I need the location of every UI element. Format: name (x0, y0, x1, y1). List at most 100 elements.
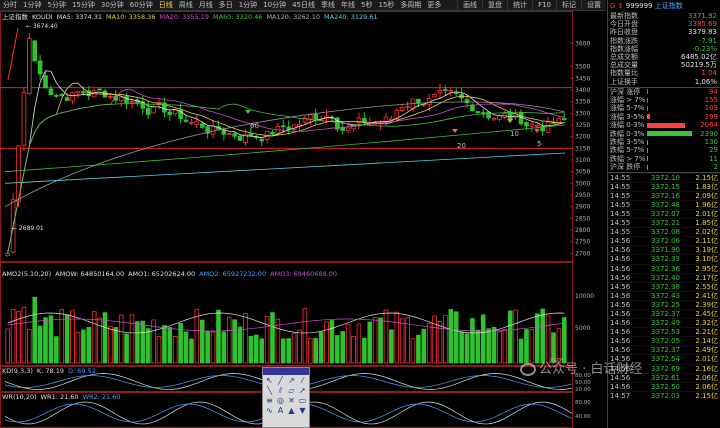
candle-body[interactable] (140, 101, 146, 109)
period-tab[interactable]: 45日线 (292, 1, 316, 9)
candle-body[interactable] (118, 96, 124, 102)
candle-body[interactable] (48, 88, 54, 96)
period-tab[interactable]: 周线 (178, 1, 193, 9)
candle-body[interactable] (259, 138, 264, 142)
candle-body[interactable] (302, 117, 308, 123)
candle-body[interactable] (226, 133, 232, 136)
toolbar-button[interactable]: 统计 (507, 0, 532, 10)
period-tab[interactable]: 更多 (427, 1, 442, 9)
candle-body[interactable] (518, 112, 524, 125)
period-tab[interactable]: 多周期 (400, 1, 422, 9)
toolbar-button[interactable]: 画线 (457, 0, 482, 10)
candle-body[interactable] (145, 107, 151, 115)
candle-body[interactable] (475, 111, 481, 114)
candle-body[interactable] (205, 126, 210, 134)
candle-body[interactable] (43, 75, 48, 89)
tick-list[interactable]: 14:55 3372.10 2.15亿 14:55 3372.15 1.83亿 14:55 3… (608, 171, 720, 400)
candle-body[interactable] (37, 60, 43, 75)
toolbar-button[interactable]: 标记 (556, 0, 581, 10)
candle-body[interactable] (237, 135, 243, 141)
period-tab[interactable]: 5秒 (361, 1, 373, 9)
candle-body[interactable] (416, 98, 421, 104)
channel-icon[interactable]: ▱ (288, 386, 295, 395)
period-tab[interactable]: 1分钟 (238, 1, 258, 9)
candle-body[interactable] (16, 145, 21, 203)
period-tab[interactable]: 10分钟 (263, 1, 287, 9)
candle-body[interactable] (81, 91, 86, 94)
down-mark-icon[interactable]: ▼ (299, 406, 306, 415)
gann-icon[interactable]: ✕ (288, 396, 295, 405)
toolbar-button[interactable]: 复盘 (482, 0, 507, 10)
candle-body[interactable] (432, 93, 437, 98)
candle-body[interactable] (162, 102, 167, 113)
candle-body[interactable] (556, 117, 562, 125)
candle-body[interactable] (524, 122, 529, 127)
cycle-icon[interactable]: ◎ (277, 396, 284, 405)
segment-icon[interactable]: ⁄ (301, 376, 304, 385)
candle-body[interactable] (64, 97, 70, 101)
candle-body[interactable] (464, 99, 470, 104)
period-tab[interactable]: 年线 (341, 1, 356, 9)
period-tab[interactable]: 30分钟 (100, 1, 124, 9)
parallel-icon[interactable]: ⫽ (278, 386, 283, 395)
period-tab[interactable]: 分时 (3, 1, 17, 9)
candle-body[interactable] (27, 38, 32, 94)
candle-body[interactable] (448, 90, 454, 93)
candle-body[interactable] (199, 123, 205, 128)
candle-body[interactable] (443, 89, 448, 91)
candle-body[interactable] (281, 125, 286, 128)
period-tab[interactable]: 1分钟 (23, 1, 42, 9)
toolbar-button[interactable]: 设置 (581, 0, 606, 10)
candle-body[interactable] (529, 123, 535, 127)
cursor-icon[interactable]: ↖ (266, 376, 273, 385)
candle-body[interactable] (86, 90, 92, 97)
candle-body[interactable] (70, 92, 75, 102)
candle-body[interactable] (167, 111, 173, 116)
candle-body[interactable] (189, 121, 194, 124)
wave-icon[interactable]: ∿ (266, 406, 273, 415)
candle-body[interactable] (232, 133, 237, 137)
candle-body[interactable] (210, 125, 216, 135)
candle-body[interactable] (97, 88, 102, 91)
up-mark-icon[interactable]: ▲ (288, 406, 295, 415)
rect-icon[interactable]: ▭ (298, 396, 307, 405)
candle-body[interactable] (108, 96, 113, 98)
candle-body[interactable] (405, 106, 410, 108)
candle-body[interactable] (362, 117, 367, 123)
period-tab[interactable]: 月线 (198, 1, 213, 9)
toolbar-button[interactable]: F10 (532, 0, 556, 10)
period-tab[interactable]: 多日 (218, 1, 233, 9)
candle-body[interactable] (32, 40, 38, 62)
candle-body[interactable] (534, 124, 540, 127)
fib-icon[interactable]: ≡ (266, 396, 273, 405)
text-icon[interactable]: A (277, 406, 284, 415)
candle-body[interactable] (21, 91, 27, 146)
drawing-toolbox[interactable]: ↖ ╱ ↗ ⁄ ╲ ⫽ ▱ ➚ ≡ ◎ ✕ ▭ ∿ A ▲ ▼ (262, 367, 310, 428)
candle-body[interactable] (453, 92, 459, 95)
period-tab[interactable]: 60分钟 (129, 1, 153, 9)
candle-body[interactable] (194, 121, 200, 125)
line-icon[interactable]: ╱ (278, 376, 283, 385)
candle-body[interactable] (313, 113, 319, 120)
trend-icon[interactable]: ╲ (267, 386, 272, 395)
candle-body[interactable] (486, 111, 491, 119)
period-tab[interactable]: 15分钟 (71, 1, 95, 9)
candle-body[interactable] (308, 114, 313, 120)
toolbox-titlebar[interactable] (263, 368, 309, 375)
candle-body[interactable] (394, 110, 400, 120)
candle-body[interactable] (399, 107, 405, 111)
candle-body[interactable] (243, 133, 248, 143)
candle-body[interactable] (129, 101, 135, 104)
candle-body[interactable] (5, 252, 10, 257)
candle-body[interactable] (124, 95, 129, 104)
period-tab[interactable]: 日线 (158, 1, 173, 9)
candle-body[interactable] (178, 109, 183, 119)
candle-body[interactable] (383, 116, 389, 122)
period-tab[interactable]: 15秒 (378, 1, 395, 9)
period-tab[interactable]: 5分钟 (47, 1, 66, 9)
candle-body[interactable] (437, 90, 443, 94)
candle-body[interactable] (502, 113, 508, 118)
candle-body[interactable] (172, 109, 178, 115)
candle-body[interactable] (562, 118, 567, 120)
candle-body[interactable] (151, 106, 156, 114)
